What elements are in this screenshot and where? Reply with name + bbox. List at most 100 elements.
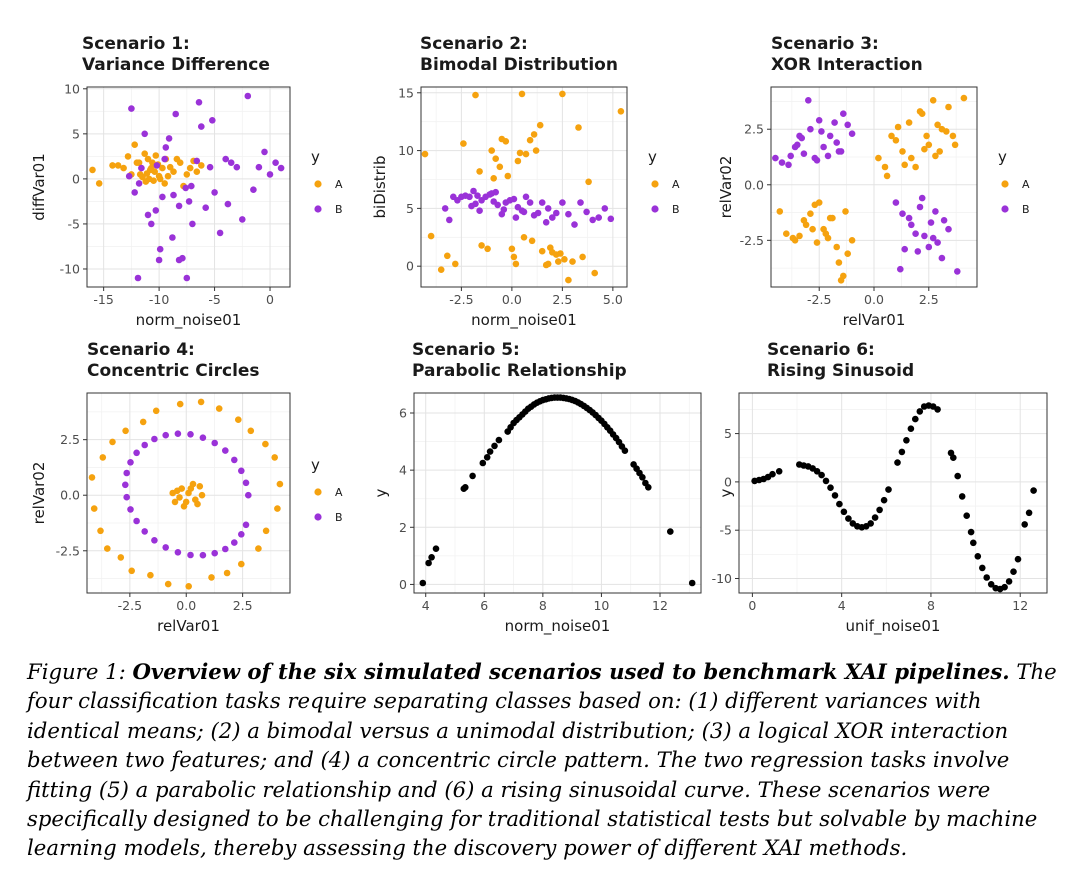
point-A <box>875 154 882 162</box>
y-tick-label: 5 <box>72 126 80 141</box>
panel-title: Scenario 1: <box>82 34 190 54</box>
point-B <box>144 211 152 219</box>
legend-key-A <box>651 180 659 188</box>
point-A <box>247 427 255 435</box>
point-B <box>500 206 508 213</box>
point-B <box>796 132 803 140</box>
panel-title: Scenario 2: <box>420 34 528 54</box>
y-tick-label: 0 <box>72 171 80 186</box>
point-B <box>211 549 218 557</box>
point-A <box>152 152 160 159</box>
point-B <box>526 199 534 206</box>
point-A <box>476 168 483 175</box>
point-B <box>238 531 245 538</box>
point-B <box>840 110 847 117</box>
point-A <box>155 172 163 180</box>
point-A <box>929 97 937 104</box>
point-B <box>148 220 155 228</box>
point-B <box>807 125 814 133</box>
point-A <box>143 170 151 177</box>
panel-border <box>413 392 702 594</box>
point-y <box>967 528 975 536</box>
point-A <box>936 148 943 155</box>
point-B <box>470 187 477 195</box>
y-tick-label: -5 <box>68 216 80 231</box>
point-y <box>979 564 986 572</box>
point-B <box>162 431 169 439</box>
panel-title: Scenario 3: <box>771 34 879 54</box>
point-y <box>1025 509 1033 517</box>
point-y <box>1021 521 1028 528</box>
point-B <box>607 215 615 223</box>
point-y <box>1030 487 1037 494</box>
point-y <box>813 468 821 475</box>
legend-label-B: B <box>1022 203 1030 216</box>
point-B <box>472 200 479 208</box>
y-tick-label: 0 <box>406 259 414 274</box>
legend-title: y <box>311 148 320 166</box>
point-y <box>621 447 629 455</box>
point-B <box>153 162 161 169</box>
point-A <box>104 545 111 552</box>
point-B <box>826 132 834 140</box>
point-A <box>128 567 135 575</box>
legend-key-B <box>314 205 322 213</box>
point-A <box>912 163 919 171</box>
point-B <box>800 150 808 157</box>
point-B <box>601 205 609 212</box>
point-A <box>171 498 179 506</box>
point-A <box>559 90 566 98</box>
point-A <box>197 398 205 406</box>
point-B <box>899 210 906 217</box>
point-B <box>211 189 218 196</box>
point-A <box>824 234 832 242</box>
point-B <box>824 152 832 160</box>
x-tick-label: 0.0 <box>864 292 884 307</box>
point-B <box>151 435 158 443</box>
x-tick-label: 4 <box>838 598 846 613</box>
point-A <box>133 159 141 166</box>
point-A <box>161 180 168 187</box>
y-tick-label: 5 <box>724 426 732 441</box>
point-B <box>589 216 596 224</box>
x-tick-label: 8 <box>539 598 547 613</box>
point-A <box>776 208 784 215</box>
point-B <box>538 199 546 206</box>
point-B <box>135 180 143 187</box>
panel-title: Scenario 6: <box>767 340 875 360</box>
point-B <box>818 128 825 135</box>
point-y <box>880 496 888 504</box>
points <box>772 94 968 284</box>
point-A <box>883 172 891 180</box>
point-B <box>494 201 502 209</box>
point-B <box>912 230 919 237</box>
point-A <box>478 242 485 249</box>
point-A <box>951 141 959 149</box>
point-A <box>796 232 803 240</box>
point-A <box>144 155 152 163</box>
panel-border <box>738 392 1048 594</box>
point-B <box>128 105 135 112</box>
panel-subtitle: XOR Interaction <box>771 55 923 75</box>
point-B <box>916 203 924 211</box>
point-A <box>90 505 98 512</box>
point-A <box>198 491 206 499</box>
point-B <box>134 274 142 282</box>
point-A <box>452 260 459 268</box>
point-y <box>831 492 839 499</box>
panel-border <box>86 86 291 288</box>
x-tick-label: -2.5 <box>118 598 142 613</box>
point-A <box>538 247 546 255</box>
point-A <box>916 108 924 115</box>
point-A <box>844 250 851 257</box>
point-A <box>949 132 957 140</box>
point-y <box>912 415 919 423</box>
point-A <box>522 150 530 158</box>
point-A <box>943 128 950 135</box>
point-y <box>836 500 843 508</box>
point-y <box>419 579 427 587</box>
point-B <box>152 207 160 214</box>
point-A <box>472 91 479 99</box>
chart-panel-1: Scenario 1:Variance Difference -15 -10 -5 0 -… <box>30 34 343 330</box>
point-A <box>496 163 504 171</box>
